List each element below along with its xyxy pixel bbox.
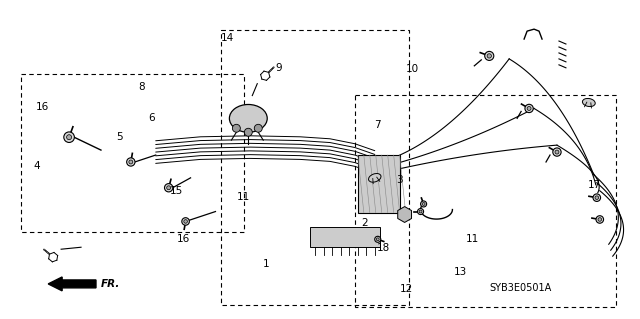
Circle shape <box>420 201 427 207</box>
Ellipse shape <box>369 174 381 182</box>
Ellipse shape <box>48 253 50 255</box>
Ellipse shape <box>45 250 47 252</box>
Bar <box>221 30 409 305</box>
Bar <box>355 95 616 307</box>
Ellipse shape <box>582 99 595 107</box>
Bar <box>358 155 399 212</box>
Circle shape <box>596 216 604 223</box>
Circle shape <box>487 54 492 58</box>
Ellipse shape <box>271 68 273 70</box>
Text: 12: 12 <box>399 284 413 294</box>
Ellipse shape <box>47 251 49 253</box>
Ellipse shape <box>229 105 268 132</box>
Circle shape <box>553 148 561 156</box>
Text: 11: 11 <box>237 192 250 203</box>
Circle shape <box>419 210 422 213</box>
Circle shape <box>232 124 241 132</box>
Circle shape <box>595 196 598 199</box>
Text: 18: 18 <box>377 243 390 253</box>
Circle shape <box>525 104 533 113</box>
Text: SYB3E0501A: SYB3E0501A <box>490 283 552 293</box>
Text: 4: 4 <box>33 161 40 171</box>
Circle shape <box>182 218 189 225</box>
Text: 7: 7 <box>374 120 381 130</box>
Text: 2: 2 <box>362 218 368 228</box>
Text: 8: 8 <box>138 82 145 92</box>
Circle shape <box>166 186 171 190</box>
Circle shape <box>422 203 425 205</box>
Text: 16: 16 <box>36 102 49 112</box>
Text: 10: 10 <box>406 64 419 74</box>
Text: 14: 14 <box>221 33 234 43</box>
Circle shape <box>127 158 135 166</box>
Text: 6: 6 <box>148 113 154 123</box>
Circle shape <box>555 150 559 154</box>
Bar <box>310 227 380 247</box>
Circle shape <box>129 160 132 164</box>
Bar <box>20 74 244 232</box>
Ellipse shape <box>272 67 274 69</box>
Circle shape <box>417 209 424 215</box>
Circle shape <box>164 184 173 192</box>
Circle shape <box>64 132 74 143</box>
Text: 15: 15 <box>170 186 183 196</box>
Text: 16: 16 <box>177 234 189 243</box>
Ellipse shape <box>268 71 270 73</box>
Circle shape <box>184 220 188 223</box>
Circle shape <box>527 107 531 110</box>
Text: 5: 5 <box>116 132 123 142</box>
Text: 3: 3 <box>396 175 403 185</box>
Circle shape <box>244 128 252 136</box>
Text: 9: 9 <box>275 63 282 73</box>
Circle shape <box>376 238 379 241</box>
Circle shape <box>484 51 494 60</box>
Ellipse shape <box>269 70 271 71</box>
Circle shape <box>598 218 602 221</box>
FancyArrow shape <box>48 277 96 291</box>
Text: FR.: FR. <box>101 279 120 289</box>
Circle shape <box>254 124 262 132</box>
Text: 1: 1 <box>262 259 269 269</box>
Text: 13: 13 <box>454 267 467 277</box>
Ellipse shape <box>44 249 45 251</box>
Text: 11: 11 <box>467 234 479 243</box>
Circle shape <box>593 194 600 201</box>
Circle shape <box>67 135 72 140</box>
Text: 17: 17 <box>588 180 600 190</box>
Circle shape <box>375 236 381 242</box>
